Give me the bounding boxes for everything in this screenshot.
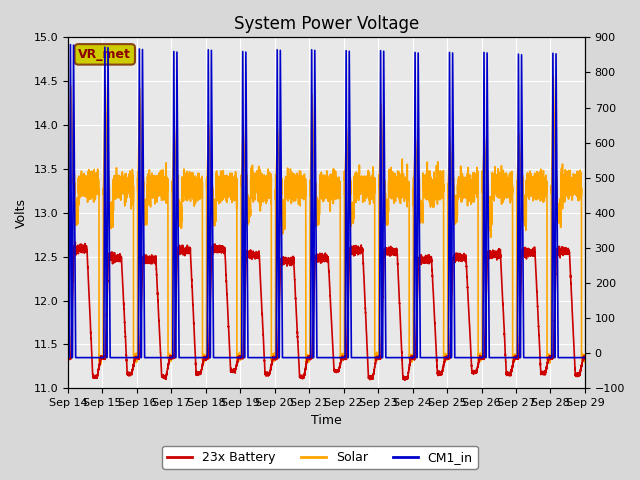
Solar <box>549 74 557 80</box>
CM1_in <box>258 355 266 360</box>
CM1_in <box>471 355 479 360</box>
23x Battery <box>401 377 408 383</box>
CM1_in <box>170 231 177 237</box>
Legend: 23x Battery, Solar, CM1_in: 23x Battery, Solar, CM1_in <box>163 446 477 469</box>
Line: CM1_in: CM1_in <box>68 45 585 358</box>
CM1_in <box>175 306 182 312</box>
CM1_in <box>64 355 72 360</box>
23x Battery <box>64 354 72 360</box>
Solar <box>579 354 587 360</box>
23x Battery <box>471 369 479 374</box>
Solar <box>471 182 479 188</box>
23x Battery <box>258 299 266 305</box>
23x Battery <box>581 355 589 360</box>
Solar <box>258 184 266 190</box>
CM1_in <box>581 355 589 360</box>
CM1_in <box>579 355 587 360</box>
X-axis label: Time: Time <box>311 414 342 427</box>
CM1_in <box>67 42 74 48</box>
23x Battery <box>175 248 182 253</box>
Solar <box>97 360 105 366</box>
Y-axis label: Volts: Volts <box>15 198 28 228</box>
CM1_in <box>397 355 405 360</box>
23x Battery <box>397 346 405 351</box>
Title: System Power Voltage: System Power Voltage <box>234 15 419 33</box>
Solar <box>175 211 182 217</box>
Line: Solar: Solar <box>68 77 585 363</box>
23x Battery <box>72 239 79 245</box>
Solar <box>64 355 72 360</box>
Text: VR_met: VR_met <box>78 48 131 61</box>
Solar <box>397 183 405 189</box>
Line: 23x Battery: 23x Battery <box>68 242 585 380</box>
23x Battery <box>170 355 177 360</box>
23x Battery <box>579 355 587 360</box>
Solar <box>170 156 177 162</box>
Solar <box>581 359 589 365</box>
